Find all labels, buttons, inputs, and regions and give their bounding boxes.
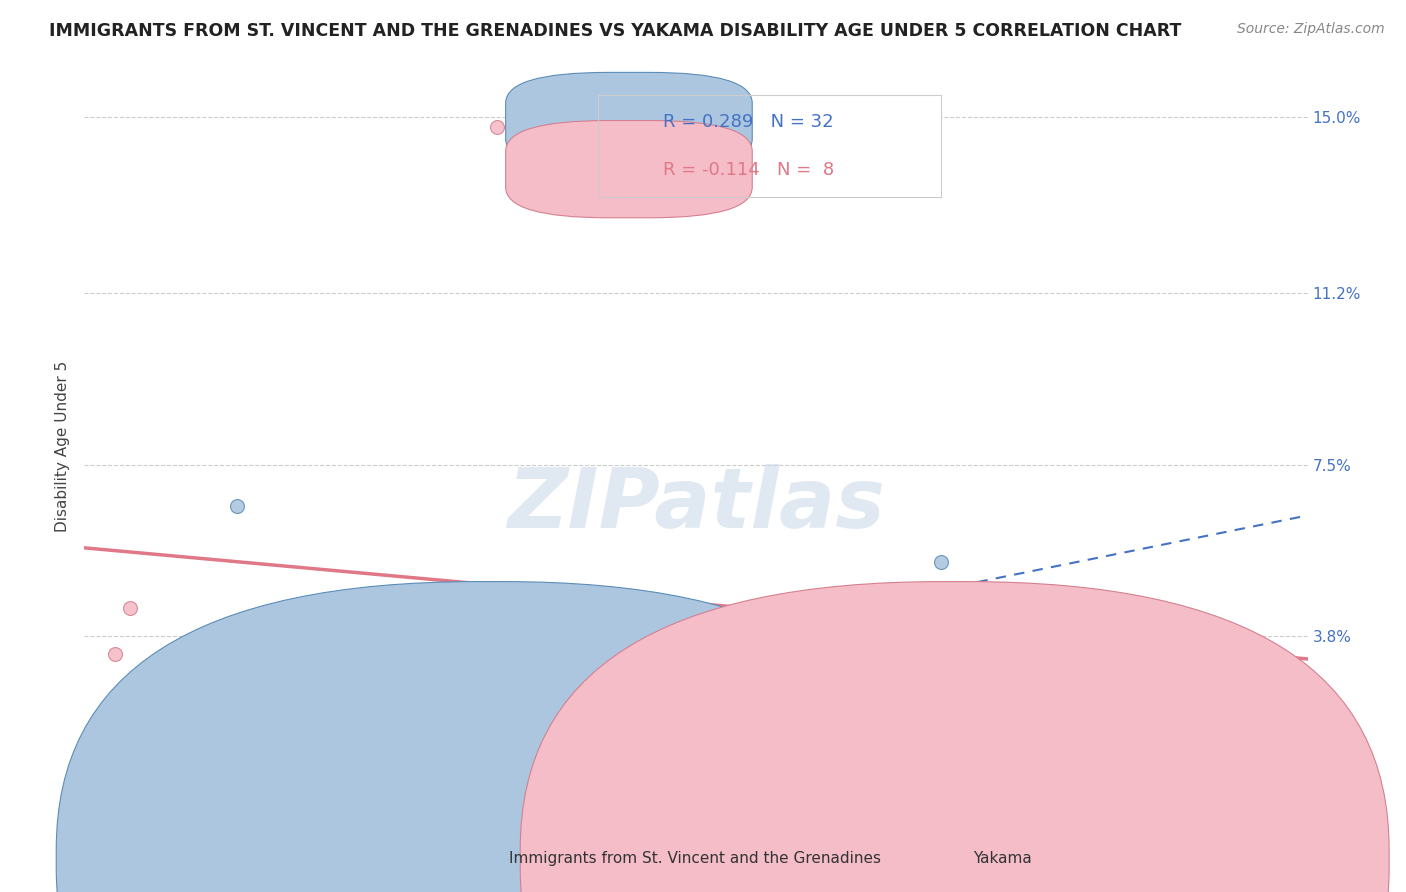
Point [111, 722, 134, 736]
Point [104, 781, 127, 796]
Point [486, 120, 509, 134]
Text: Yakama: Yakama [973, 851, 1032, 865]
Point [104, 781, 127, 796]
Point [96, 781, 118, 796]
Point [80, 781, 103, 796]
Point [226, 499, 249, 513]
Point [89, 781, 111, 796]
Point [211, 767, 233, 781]
Point [104, 648, 127, 662]
Point [149, 758, 172, 772]
Point [135, 749, 157, 764]
Point [195, 781, 218, 796]
Point [127, 758, 149, 772]
Point [135, 781, 157, 796]
Point [318, 758, 340, 772]
Point [120, 781, 142, 796]
Text: Source: ZipAtlas.com: Source: ZipAtlas.com [1237, 22, 1385, 37]
Point [149, 781, 172, 796]
Text: ZIPatlas: ZIPatlas [508, 464, 884, 545]
Point [89, 758, 111, 772]
Text: IMMIGRANTS FROM ST. VINCENT AND THE GRENADINES VS YAKAMA DISABILITY AGE UNDER 5 : IMMIGRANTS FROM ST. VINCENT AND THE GREN… [49, 22, 1181, 40]
Point [89, 781, 111, 796]
Point [180, 781, 202, 796]
Point [104, 767, 127, 781]
Text: Immigrants from St. Vincent and the Grenadines: Immigrants from St. Vincent and the Gren… [509, 851, 882, 865]
Point [165, 758, 187, 772]
Point [1265, 781, 1288, 796]
Point [120, 601, 142, 615]
Point [80, 781, 103, 796]
Y-axis label: Disability Age Under 5: Disability Age Under 5 [55, 360, 70, 532]
Point [271, 675, 294, 690]
Point [157, 758, 180, 772]
Point [165, 772, 187, 787]
Point [929, 555, 952, 569]
Point [120, 772, 142, 787]
Point [96, 749, 118, 764]
Point [120, 722, 142, 736]
Point [104, 749, 127, 764]
Point [127, 781, 149, 796]
Point [149, 758, 172, 772]
Point [120, 758, 142, 772]
Point [624, 781, 647, 796]
Point [111, 739, 134, 754]
Point [409, 781, 432, 796]
Point [211, 781, 233, 796]
